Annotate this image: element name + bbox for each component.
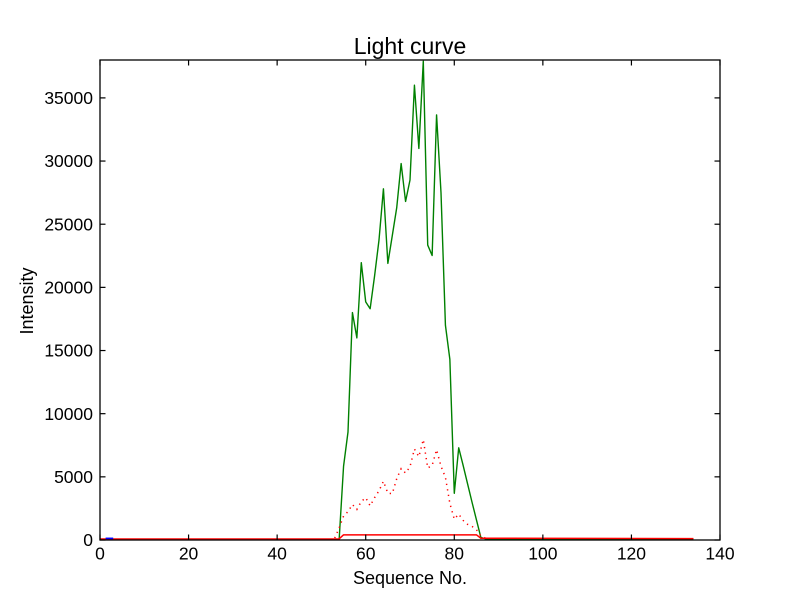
svg-text:80: 80	[445, 544, 465, 564]
svg-text:Intensity: Intensity	[17, 267, 37, 334]
svg-text:140: 140	[705, 544, 734, 564]
svg-text:15000: 15000	[44, 341, 93, 361]
svg-text:20000: 20000	[44, 278, 93, 298]
svg-text:0: 0	[95, 544, 105, 564]
svg-text:Light curve: Light curve	[354, 33, 467, 59]
svg-text:25000: 25000	[44, 214, 93, 234]
svg-text:30000: 30000	[44, 151, 93, 171]
svg-text:40: 40	[267, 544, 287, 564]
svg-text:120: 120	[617, 544, 646, 564]
svg-text:100: 100	[528, 544, 557, 564]
svg-text:35000: 35000	[44, 88, 93, 108]
svg-text:5000: 5000	[54, 467, 93, 487]
svg-text:60: 60	[356, 544, 376, 564]
svg-text:0: 0	[83, 530, 93, 550]
svg-text:Sequence No.: Sequence No.	[353, 568, 467, 588]
svg-text:20: 20	[179, 544, 199, 564]
svg-text:10000: 10000	[44, 404, 93, 424]
